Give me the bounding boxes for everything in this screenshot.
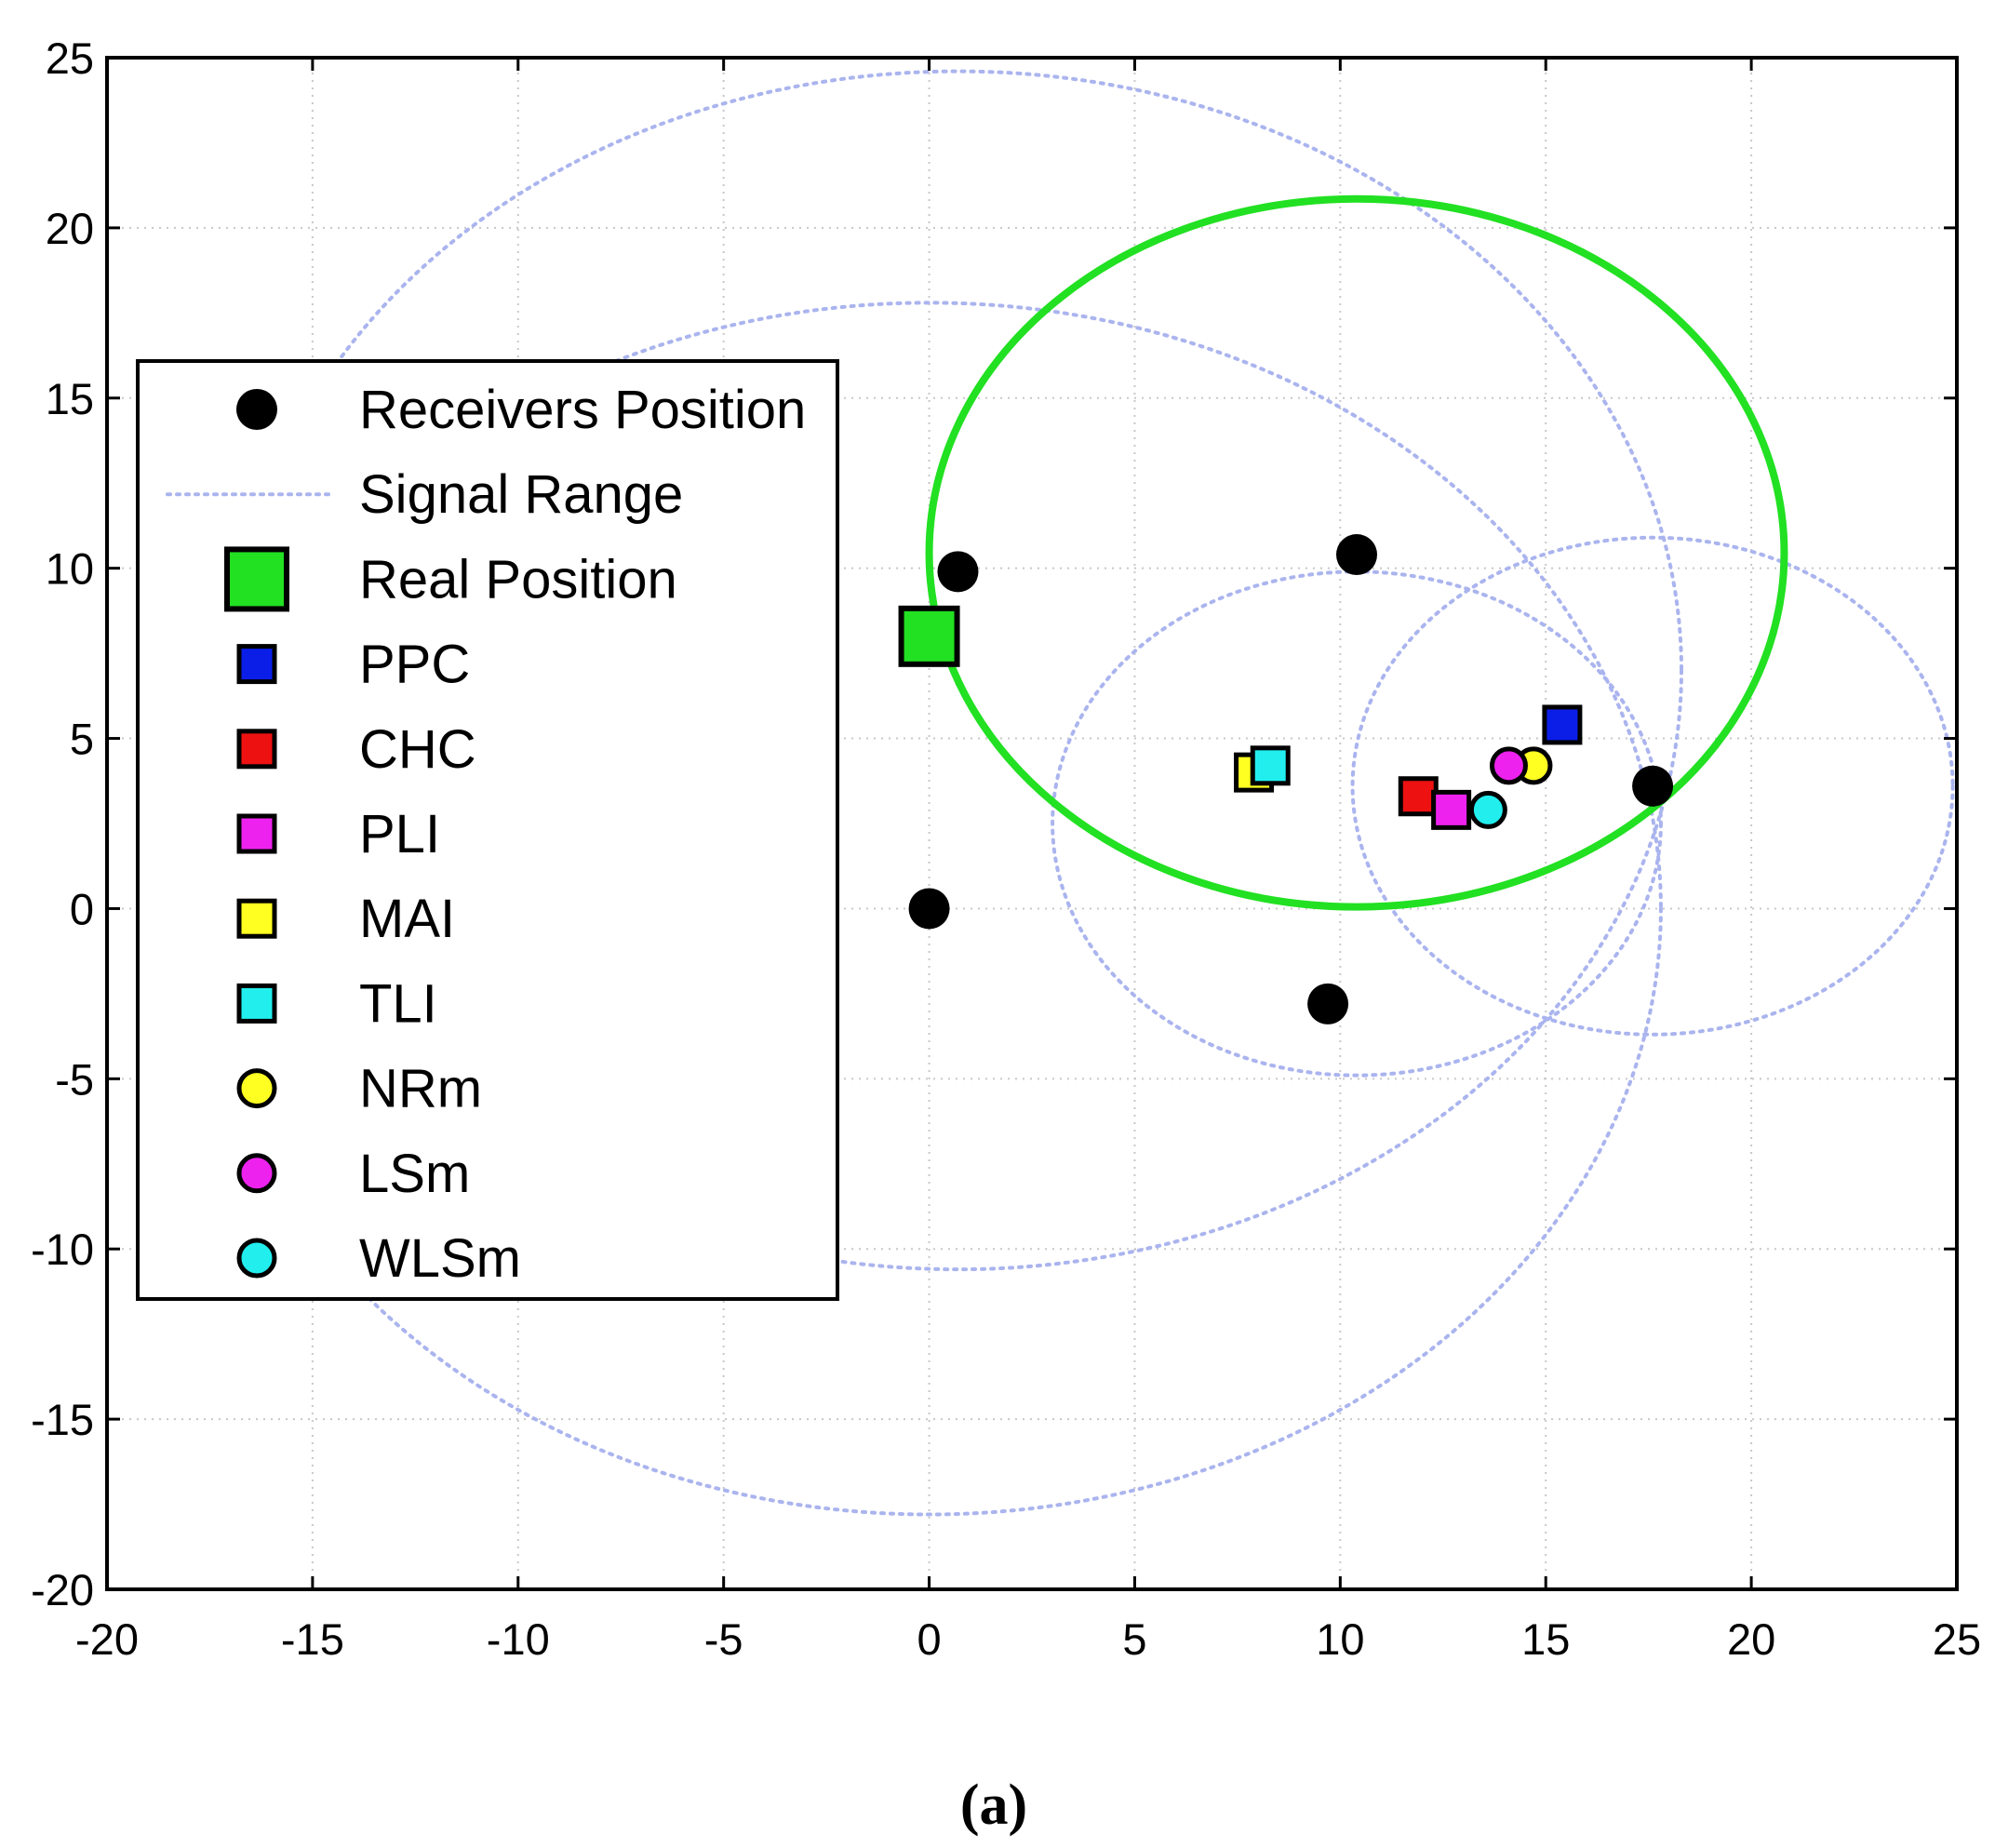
legend-symbol-lsm xyxy=(236,1153,277,1194)
legend-label-chc: CHC xyxy=(359,719,476,780)
legend-label-pli: PLI xyxy=(359,804,440,864)
legend-symbol-pli xyxy=(236,813,277,854)
y-tick-label: 10 xyxy=(46,544,94,594)
legend-label-tli: TLI xyxy=(359,973,437,1034)
x-tick-label: 0 xyxy=(917,1614,941,1664)
x-tick-label: -10 xyxy=(487,1614,550,1664)
data-markers xyxy=(898,534,1674,1024)
pli-marker xyxy=(1431,789,1472,830)
receiver-point xyxy=(1336,534,1378,576)
legend-label-signal-range: Signal Range xyxy=(359,464,683,525)
legend-label-real-position: Real Position xyxy=(359,549,677,609)
axis-ticks: -20 -15 -10 -5 0 5 10 15 20 25 -20 -15 -10 -5 0 5 10 15 20… xyxy=(31,33,1981,1664)
y-tick-label: -15 xyxy=(31,1395,94,1444)
legend-symbol-real-position xyxy=(224,546,289,612)
y-tick-label: -5 xyxy=(55,1054,94,1104)
legend-symbol-ppc xyxy=(236,644,277,685)
legend-symbol-nrm xyxy=(236,1068,277,1109)
lsm-marker xyxy=(1489,746,1528,785)
chc-marker xyxy=(1398,776,1439,817)
y-tick-label: 15 xyxy=(46,374,94,423)
legend-label-ppc: PPC xyxy=(359,635,470,695)
wlsm-marker xyxy=(1468,790,1507,829)
legend-symbol-wlsm xyxy=(236,1238,277,1279)
x-tick-label: 10 xyxy=(1316,1614,1364,1664)
legend-symbol-mai xyxy=(236,898,277,939)
green-circle xyxy=(925,194,1788,911)
legend-label-nrm: NRm xyxy=(359,1059,482,1119)
receiver-point xyxy=(908,888,950,930)
figure-caption: (a) xyxy=(960,1774,1027,1837)
signal-range-circle xyxy=(1350,535,1955,1037)
x-tick-label: -20 xyxy=(75,1614,139,1664)
legend-label-mai: MAI xyxy=(359,889,455,949)
grid xyxy=(107,58,1957,1589)
ppc-marker xyxy=(1542,704,1583,745)
receiver-point xyxy=(937,551,979,593)
legend-symbol-tli xyxy=(236,983,277,1024)
real-position-marker xyxy=(898,605,960,667)
x-tick-label: 20 xyxy=(1727,1614,1775,1664)
y-tick-label: 25 xyxy=(46,33,94,83)
y-tick-label: -10 xyxy=(31,1225,94,1274)
x-tick-label: 25 xyxy=(1933,1614,1981,1664)
receiver-point xyxy=(1632,765,1674,807)
axes-frame xyxy=(105,56,1959,1591)
legend-label-lsm: LSm xyxy=(359,1144,470,1204)
x-tick-label: -5 xyxy=(704,1614,743,1664)
x-tick-label: 5 xyxy=(1122,1614,1146,1664)
y-tick-label: 5 xyxy=(70,715,94,764)
y-tick-label: 0 xyxy=(70,884,94,933)
receiver-point xyxy=(1307,983,1349,1024)
legend: Receivers Position Signal Range Real Posit… xyxy=(136,359,839,1301)
legend-symbol-chc xyxy=(236,729,277,770)
y-tick-label: -20 xyxy=(31,1565,94,1614)
x-tick-label: -15 xyxy=(281,1614,344,1664)
green-range-circle xyxy=(925,194,1788,911)
legend-symbol-receivers xyxy=(236,389,277,430)
x-tick-label: 15 xyxy=(1521,1614,1570,1664)
tli-marker xyxy=(1250,745,1291,786)
y-tick-label: 20 xyxy=(46,204,94,253)
legend-label-wlsm: WLSm xyxy=(359,1228,521,1289)
signal-range-circle xyxy=(232,69,1684,1272)
legend-label-receivers-position: Receivers Position xyxy=(359,380,806,440)
